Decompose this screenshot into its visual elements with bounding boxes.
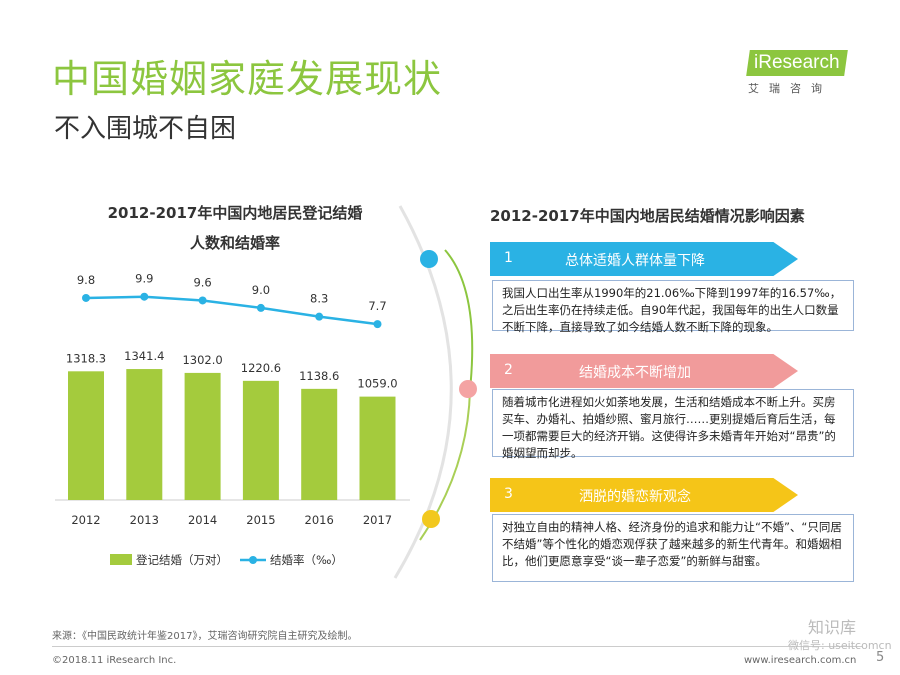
website-link[interactable]: www.iresearch.com.cn bbox=[744, 655, 857, 666]
bar-2017 bbox=[359, 396, 396, 500]
rate-label-2016: 8.3 bbox=[310, 292, 328, 306]
rate-point-2012 bbox=[82, 293, 90, 302]
source-note: 来源：《中国民政统计年鉴2017》，艾瑞咨询研究院自主研究及绘制。 bbox=[52, 631, 358, 642]
x-tick-2015: 2015 bbox=[246, 513, 275, 527]
copyright: ©2018.11 iResearch Inc. bbox=[52, 655, 177, 666]
rate-label-2012: 9.8 bbox=[77, 273, 95, 287]
page-title: 中国婚姻家庭发展现状 bbox=[52, 57, 443, 101]
chart-title-line1: 2012-2017年中国内地居民登记结婚 bbox=[107, 204, 363, 222]
bar-2013 bbox=[126, 369, 163, 500]
rate-point-2017 bbox=[373, 320, 382, 329]
factor-num-2: 2 bbox=[504, 362, 513, 378]
footer-divider bbox=[52, 646, 862, 647]
factor-label-2: 结婚成本不断增加 bbox=[579, 365, 691, 381]
factor-dot-2 bbox=[459, 380, 477, 398]
x-tick-2013: 2013 bbox=[130, 513, 159, 527]
logo-cn: 艾瑞咨询 bbox=[748, 82, 832, 95]
rate-label-2014: 9.6 bbox=[193, 275, 211, 289]
factor-num-1: 1 bbox=[504, 250, 513, 266]
x-tick-2012: 2012 bbox=[71, 513, 100, 527]
bar-label-2014: 1302.0 bbox=[182, 353, 222, 367]
bar-label-2012: 1318.3 bbox=[66, 351, 106, 365]
watermark: 知识库 bbox=[808, 618, 857, 637]
factor-bar-2: 2 结婚成本不断增加 bbox=[490, 354, 798, 388]
factor-bar-3: 3 洒脱的婚恋新观念 bbox=[490, 478, 798, 512]
rate-label-2017: 7.7 bbox=[368, 299, 386, 313]
rate-line bbox=[85, 295, 378, 326]
rate-label-2015: 9.0 bbox=[252, 283, 270, 297]
factor-label-3: 洒脱的婚恋新观念 bbox=[579, 489, 691, 505]
chart-title: 2012-2017年中国内地居民登记结婚 人数和结婚率 bbox=[60, 198, 410, 258]
bar-label-2017: 1059.0 bbox=[357, 377, 397, 391]
legend-line-label: 结婚率（‰） bbox=[270, 553, 343, 567]
factors-title: 2012-2017年中国内地居民结婚情况影响因素 bbox=[490, 207, 805, 225]
factor-text-1: 我国人口出生率从1990年的21.06‰下降到1997年的16.57‰，之后出生… bbox=[492, 280, 854, 334]
factor-text-3: 对独立自由的精神人格、经济身份的追求和能力让“不婚”、“只同居不结婚”等个性化的… bbox=[492, 514, 854, 582]
factor-text-2: 随着城市化进程如火如荼地发展，生活和结婚成本不断上升。买房买车、办婚礼、拍婚纱照… bbox=[492, 389, 854, 460]
x-tick-2014: 2014 bbox=[188, 513, 217, 527]
bar-2012 bbox=[68, 371, 104, 500]
chart-title-line2: 人数和结婚率 bbox=[189, 234, 280, 252]
legend-bar-swatch bbox=[110, 554, 132, 565]
factor-dot-3 bbox=[422, 510, 440, 528]
watermark-id: 微信号: useitcomcn bbox=[788, 639, 892, 652]
rate-point-2013 bbox=[140, 292, 149, 301]
page-number: 5 bbox=[876, 650, 885, 665]
x-tick-2017: 2017 bbox=[363, 513, 392, 527]
decorative-arc-accent bbox=[444, 249, 474, 391]
legend-bar-label: 登记结婚（万对） bbox=[136, 553, 228, 567]
factor-bar-1: 1 总体适婚人群体量下降 bbox=[490, 242, 798, 276]
bar-2016 bbox=[301, 388, 338, 500]
rate-point-2015 bbox=[256, 303, 265, 312]
factor-dot-1 bbox=[420, 250, 438, 268]
factor-label-1: 总体适婚人群体量下降 bbox=[565, 253, 705, 269]
iresearch-logo: iResearch 艾瑞咨询 bbox=[746, 50, 858, 96]
bar-2015 bbox=[242, 380, 279, 500]
rate-point-2016 bbox=[315, 312, 324, 321]
bar-2014 bbox=[184, 372, 221, 500]
rate-point-2014 bbox=[198, 296, 207, 305]
page-subtitle: 不入围城不自困 bbox=[54, 114, 237, 144]
rate-label-2013: 9.9 bbox=[135, 272, 153, 286]
bar-label-2016: 1138.6 bbox=[299, 369, 339, 383]
bar-label-2013: 1341.4 bbox=[124, 349, 164, 363]
legend-line-marker bbox=[249, 556, 257, 564]
x-tick-2016: 2016 bbox=[305, 513, 334, 527]
factor-num-3: 3 bbox=[504, 486, 513, 502]
bar-label-2015: 1220.6 bbox=[241, 361, 281, 375]
